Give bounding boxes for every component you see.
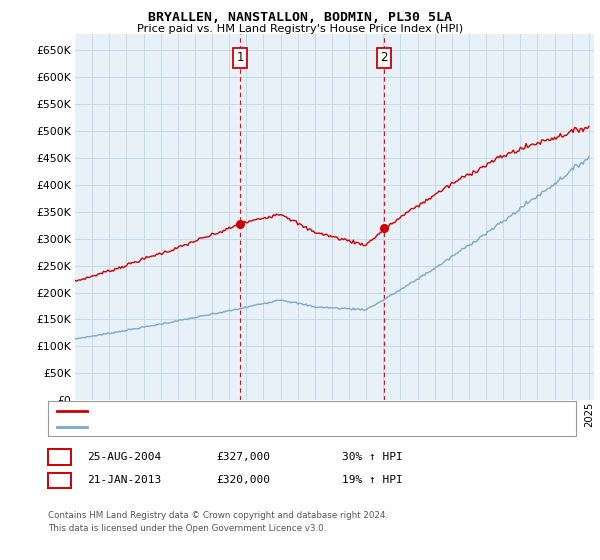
Text: 2: 2: [380, 52, 388, 64]
Text: 25-AUG-2004: 25-AUG-2004: [87, 452, 161, 462]
Text: £327,000: £327,000: [216, 452, 270, 462]
Text: 21-JAN-2013: 21-JAN-2013: [87, 475, 161, 486]
Text: 19% ↑ HPI: 19% ↑ HPI: [342, 475, 403, 486]
Text: Contains HM Land Registry data © Crown copyright and database right 2024.
This d: Contains HM Land Registry data © Crown c…: [48, 511, 388, 533]
Text: HPI: Average price, detached house, Cornwall: HPI: Average price, detached house, Corn…: [91, 422, 329, 432]
Text: BRYALLEN, NANSTALLON, BODMIN, PL30 5LA: BRYALLEN, NANSTALLON, BODMIN, PL30 5LA: [148, 11, 452, 24]
Text: 1: 1: [56, 450, 63, 464]
Text: Price paid vs. HM Land Registry's House Price Index (HPI): Price paid vs. HM Land Registry's House …: [137, 24, 463, 34]
Text: 2: 2: [56, 474, 63, 487]
Text: £320,000: £320,000: [216, 475, 270, 486]
Text: 1: 1: [236, 52, 244, 64]
Text: 30% ↑ HPI: 30% ↑ HPI: [342, 452, 403, 462]
Text: BRYALLEN, NANSTALLON, BODMIN, PL30 5LA (detached house): BRYALLEN, NANSTALLON, BODMIN, PL30 5LA (…: [91, 405, 418, 416]
